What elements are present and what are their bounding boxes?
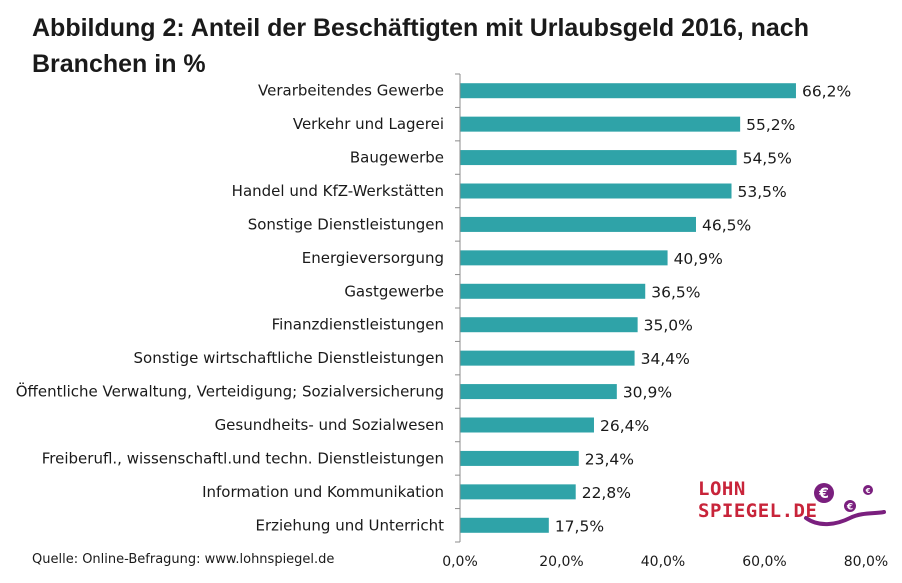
x-tick-label: 60,0% [742, 554, 786, 570]
category-label: Energieversorgung [302, 249, 444, 267]
x-tick-label: 80,0% [844, 554, 888, 570]
logo-text: LOHN SPIEGEL.DE [698, 478, 817, 522]
category-label: Information und Kommunikation [202, 483, 444, 501]
bar [460, 250, 668, 266]
data-label: 36,5% [651, 283, 700, 301]
bar [460, 484, 576, 500]
bar [460, 450, 579, 466]
bar [460, 83, 796, 99]
bar [460, 216, 696, 232]
category-label: Erziehung und Unterricht [256, 516, 445, 534]
data-label: 30,9% [623, 384, 672, 402]
data-label: 40,9% [674, 250, 723, 268]
svg-text:€: € [846, 503, 853, 513]
euro-coins-icon: € € € [804, 483, 886, 526]
bar [460, 384, 617, 400]
svg-text:€: € [818, 486, 829, 502]
category-label: Baugewerbe [350, 149, 444, 167]
bar [460, 417, 594, 433]
logo-line-1: LOHN [698, 478, 746, 500]
x-tick-label: 0,0% [442, 554, 478, 570]
category-label: Öffentliche Verwaltung, Verteidigung; So… [16, 382, 444, 401]
data-label: 22,8% [582, 484, 631, 502]
data-label: 54,5% [743, 150, 792, 168]
logo-line-2: SPIEGEL.DE [698, 500, 818, 522]
bar [460, 517, 549, 533]
bar [460, 116, 741, 132]
source-note: Quelle: Online-Befragung: www.lohnspiege… [32, 552, 335, 567]
category-label: Gastgewerbe [344, 282, 444, 300]
bar [460, 283, 646, 299]
bar [460, 150, 737, 166]
data-label: 66,2% [802, 83, 851, 101]
category-label: Finanzdienstleistungen [272, 316, 444, 334]
data-label: 26,4% [600, 417, 649, 435]
category-label: Sonstige Dienstleistungen [248, 215, 444, 233]
data-label: 53,5% [738, 183, 787, 201]
data-label: 23,4% [585, 450, 634, 468]
data-label: 17,5% [555, 517, 604, 535]
bar [460, 350, 635, 366]
svg-text:€: € [865, 487, 871, 495]
category-label: Sonstige wirtschaftliche Dienstleistunge… [134, 349, 445, 367]
bar [460, 317, 638, 333]
x-tick-label: 40,0% [641, 554, 685, 570]
data-label: 35,0% [644, 317, 693, 335]
category-label: Freiberufl., wissenschaftl.und techn. Di… [42, 449, 444, 467]
bar [460, 183, 732, 199]
data-label: 55,2% [746, 116, 795, 134]
data-label: 34,4% [641, 350, 690, 368]
data-label: 46,5% [702, 216, 751, 234]
chart-title: Abbildung 2: Anteil der Beschäftigten mi… [32, 14, 809, 78]
category-label: Gesundheits- und Sozialwesen [215, 416, 444, 434]
category-label: Verkehr und Lagerei [293, 115, 444, 133]
lohnspiegel-logo: LOHN SPIEGEL.DE € € € [698, 478, 888, 534]
category-label: Verarbeitendes Gewerbe [258, 82, 444, 100]
category-label: Handel und KfZ-Werkstätten [232, 182, 444, 200]
x-tick-label: 20,0% [539, 554, 583, 570]
